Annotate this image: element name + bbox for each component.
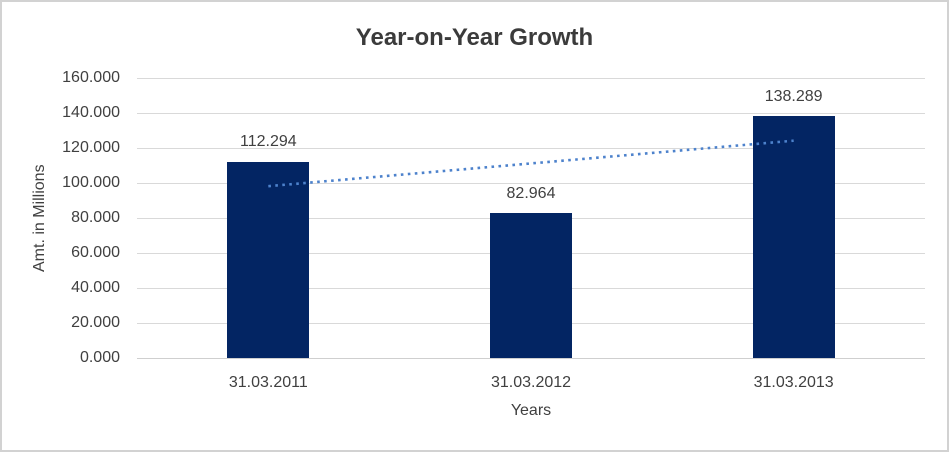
x-tick-label: 31.03.2012 [490,374,572,391]
y-tick-label: 120.000 [62,139,120,156]
y-tick-label: 40.000 [71,279,120,296]
x-axis-line [137,357,925,359]
gridline [137,182,925,184]
bar [752,116,835,358]
trendline [268,139,794,188]
chart-title: Year-on-Year Growth [355,24,594,51]
y-tick-label: 20.000 [71,314,120,331]
y-tick-label: 60.000 [71,244,120,261]
y-tick-label: 100.000 [62,174,120,191]
bar-value-label: 138.289 [764,87,823,105]
plot-area: 112.294 82.964 138.289 [137,77,925,359]
trendline-path [268,139,794,188]
bar [490,212,572,358]
y-tick-label: 160.000 [62,69,120,86]
bar [227,161,310,358]
x-tick-label: 31.03.2011 [228,374,308,391]
x-axis-title: Years [510,402,552,419]
y-tick-label: 0.000 [79,349,120,366]
y-axis-tick-labels: 0.000 20.000 40.000 60.000 80.000 100.000 120.… [2,2,120,450]
x-tick-label: 31.03.2013 [753,374,834,391]
gridline [137,77,925,79]
y-tick-label: 80.000 [71,209,120,226]
x-axis-tick-labels: 31.03.2011 31.03.2012 31.03.2013 [137,373,925,393]
gridline [137,147,925,149]
gridline [137,112,925,114]
bar-value-label: 112.294 [240,133,297,151]
bar-value-label: 82.964 [506,184,556,202]
y-tick-label: 140.000 [62,104,120,121]
